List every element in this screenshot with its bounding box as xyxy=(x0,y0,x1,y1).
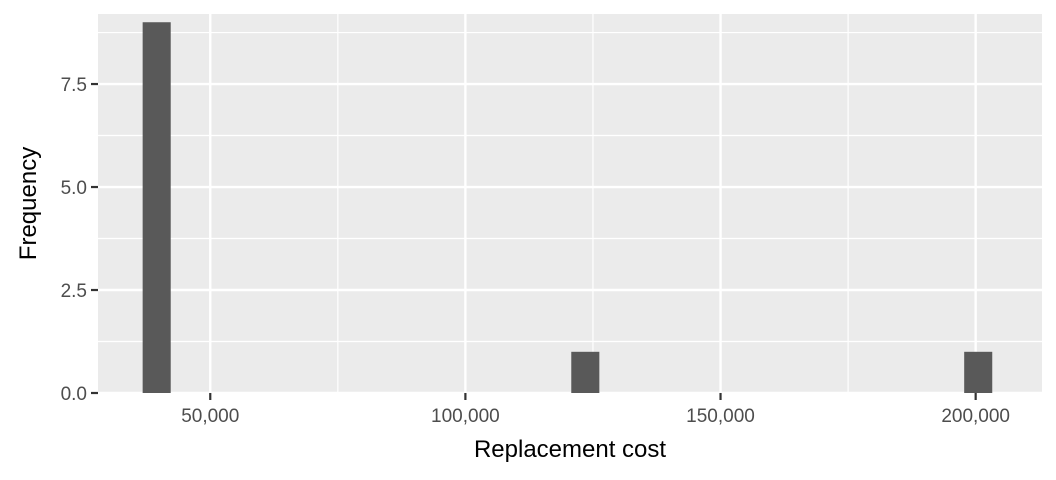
histogram-bar xyxy=(142,22,171,393)
x-tick-label: 200,000 xyxy=(941,406,1010,427)
minor-gridlines xyxy=(98,14,1042,393)
x-tick-label: 150,000 xyxy=(686,406,755,427)
plot-panel xyxy=(98,14,1042,393)
y-axis-title: Frequency xyxy=(15,147,42,260)
x-tick-label: 100,000 xyxy=(431,406,500,427)
y-tick-label: 0.0 xyxy=(61,384,87,405)
x-tick-label: 50,000 xyxy=(181,406,239,427)
y-tick-label: 7.5 xyxy=(61,75,87,96)
y-tick-label: 5.0 xyxy=(61,178,87,199)
histogram-bar xyxy=(964,351,993,393)
x-axis: 50,000 100,000 150,000 200,000 xyxy=(181,393,1010,427)
x-axis-title: Replacement cost xyxy=(474,436,666,463)
histogram-bars xyxy=(142,22,993,393)
histogram-bar xyxy=(571,351,600,393)
y-axis: 0.0 2.5 5.0 7.5 xyxy=(61,75,98,405)
major-gridlines xyxy=(98,14,1042,395)
y-tick-label: 2.5 xyxy=(61,281,87,302)
